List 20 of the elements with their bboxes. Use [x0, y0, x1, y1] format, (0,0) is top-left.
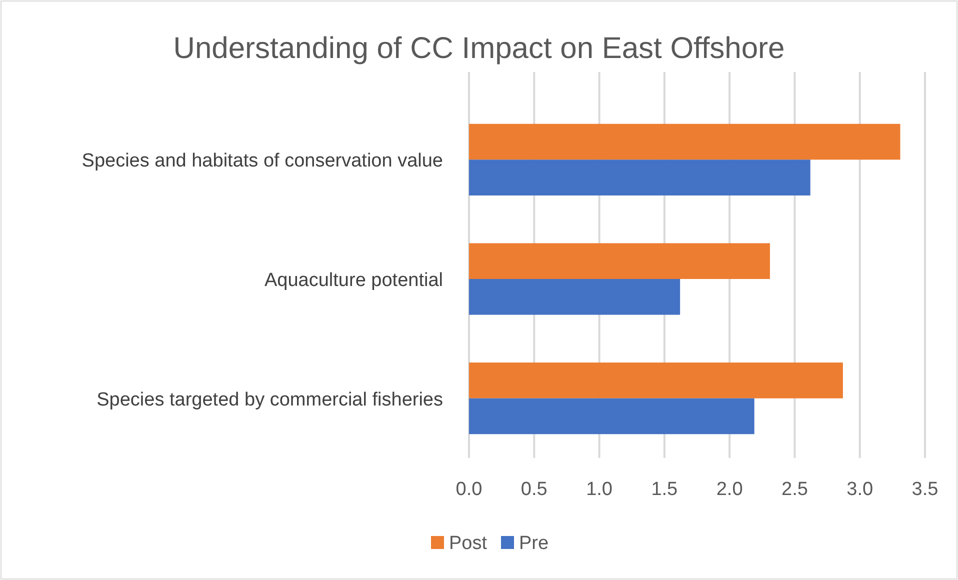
bar — [469, 124, 900, 160]
bar — [469, 362, 843, 398]
bar — [469, 398, 754, 434]
y-tick-label: Aquaculture potential — [264, 270, 443, 291]
legend-label: Pre — [519, 533, 549, 554]
bar — [469, 279, 680, 315]
x-tick-label: 1.0 — [586, 479, 612, 500]
x-tick-label: 1.5 — [651, 479, 678, 500]
legend-label: Post — [449, 533, 488, 554]
x-tick-label: 3.0 — [846, 479, 874, 500]
chart-title: Understanding of CC Impact on East Offshore — [173, 32, 785, 65]
y-tick-label: Species and habitats of conservation value — [82, 150, 443, 172]
x-tick-label: 0.5 — [520, 479, 548, 500]
x-tick-label: 2.5 — [782, 479, 808, 500]
bar — [469, 160, 810, 196]
y-tick-label: Species targeted by commercial fisheries — [96, 389, 443, 410]
x-tick-label: 0.0 — [456, 479, 482, 500]
x-tick-label: 3.5 — [912, 479, 938, 500]
x-tick-label: 2.0 — [716, 479, 743, 500]
bar — [469, 243, 770, 279]
